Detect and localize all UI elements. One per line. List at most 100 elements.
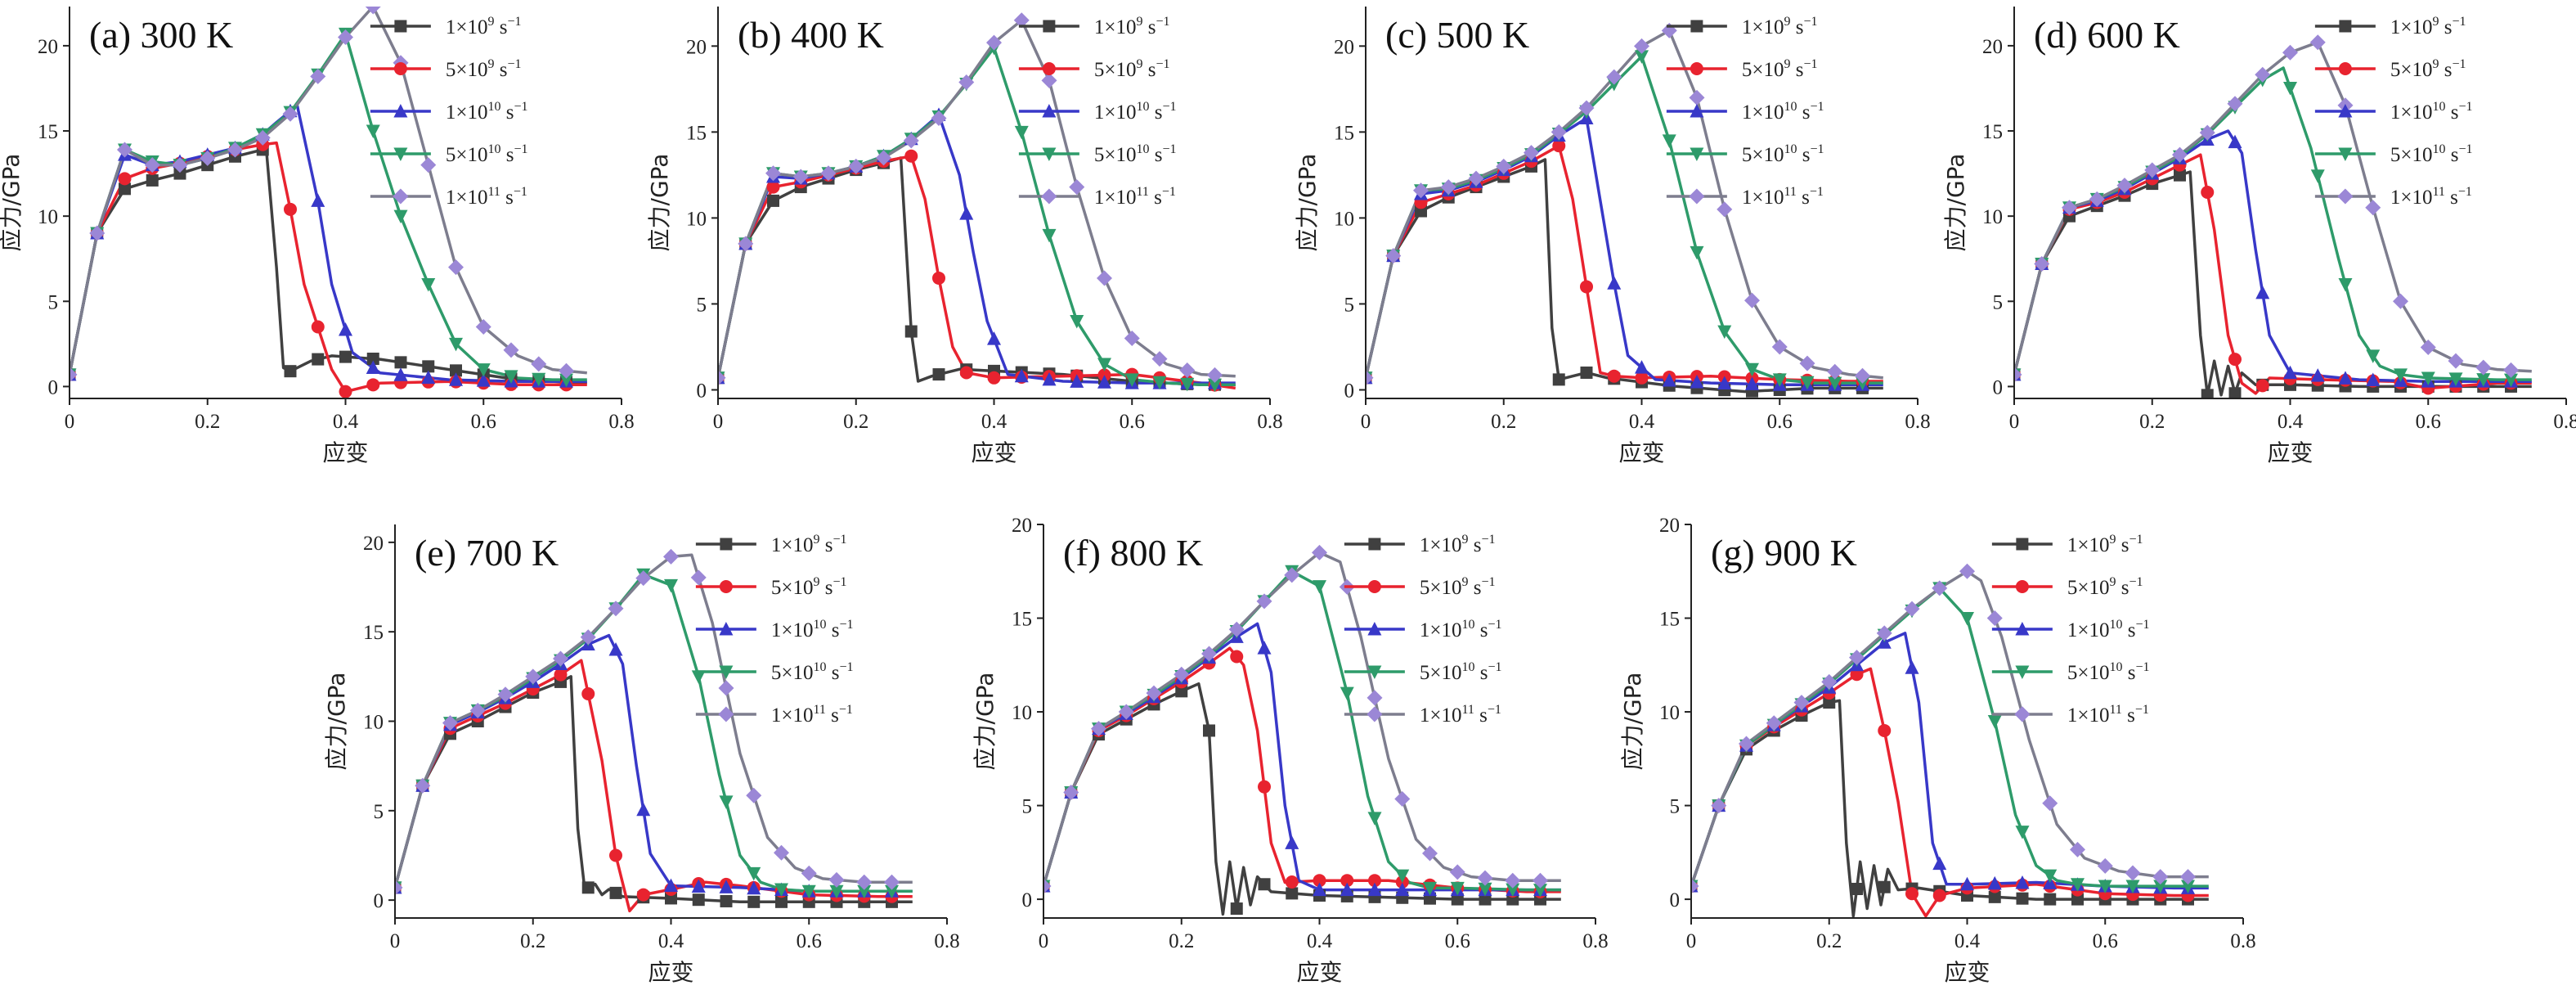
data-point — [311, 320, 325, 334]
x-axis-title: 应变 — [2267, 439, 2313, 466]
legend-label-5e9: 5×109 s−1 — [1420, 575, 1496, 599]
data-point — [2310, 169, 2325, 183]
data-point — [476, 373, 491, 387]
data-point — [1118, 704, 1134, 720]
data-point — [1477, 870, 1493, 886]
y-tick-label: 0 — [1670, 889, 1681, 911]
data-point — [581, 686, 595, 700]
data-point — [2255, 285, 2270, 299]
x-tick-label: 0.6 — [2416, 411, 2441, 433]
data-point — [339, 350, 352, 363]
data-point — [497, 686, 514, 703]
y-tick-label: 15 — [1334, 122, 1354, 144]
data-point — [1451, 893, 1464, 906]
legend-label-1e9: 1×109 s−1 — [2390, 15, 2466, 38]
data-point — [828, 871, 845, 888]
legend-label-1e11: 1×1011 s−1 — [771, 703, 853, 727]
data-point — [2089, 191, 2105, 207]
data-point — [172, 157, 188, 173]
x-tick-label: 0.4 — [981, 411, 1008, 433]
legend-marker-circle — [2015, 580, 2029, 593]
data-point — [282, 106, 298, 122]
plot-area — [395, 548, 913, 913]
legend-marker-diamond — [2337, 188, 2354, 205]
legend-marker-square — [720, 538, 733, 551]
data-point — [504, 370, 518, 384]
data-point — [792, 169, 809, 185]
data-point — [857, 884, 872, 899]
y-axis-title: 应力/GPa — [972, 673, 999, 771]
y-axis-title: 应力/GPa — [323, 673, 350, 771]
legend-label-5e10: 5×1010 s−1 — [1420, 660, 1502, 684]
data-point — [1855, 367, 1870, 384]
data-point — [2255, 379, 2269, 393]
y-tick-label: 0 — [697, 380, 707, 402]
chart-panel: 0 0.2 0.4 0.6 0.8 0 5 10 15 20 应变 应力/GPa (e) 700 K 1×… — [323, 524, 960, 986]
x-tick-label: 0.8 — [1257, 411, 1282, 433]
legend-marker-triangle — [393, 104, 408, 118]
data-point — [2152, 869, 2169, 885]
x-tick-label: 0 — [65, 411, 75, 433]
data-point — [1986, 610, 2003, 627]
data-point — [311, 193, 325, 207]
data-point — [1932, 856, 1947, 871]
x-tick-label: 0.6 — [797, 930, 822, 952]
plot-area — [1043, 544, 1561, 916]
data-point — [442, 715, 458, 731]
data-point — [690, 569, 707, 586]
series-line-1e10 — [2014, 129, 2532, 383]
data-point — [119, 182, 131, 196]
legend-marker-circle — [393, 62, 407, 75]
y-tick-label: 10 — [363, 712, 384, 734]
data-point — [2366, 372, 2381, 387]
data-point — [1179, 362, 1196, 379]
x-tick-label: 0.6 — [2093, 930, 2118, 952]
y-axis-title: 应力/GPa — [1619, 673, 1646, 771]
data-point — [1367, 882, 1382, 897]
legend-marker-square — [1368, 538, 1381, 551]
legend-label-1e10: 1×1010 s−1 — [1742, 100, 1824, 124]
data-point — [1014, 368, 1029, 383]
data-point — [1013, 12, 1030, 29]
data-point — [2015, 875, 2030, 889]
data-point — [775, 895, 788, 908]
data-point — [531, 356, 547, 372]
data-point — [1257, 641, 1272, 655]
data-point — [393, 367, 408, 381]
data-point — [1849, 650, 1865, 666]
data-point — [1097, 358, 1111, 371]
y-tick-label: 0 — [1993, 376, 2004, 398]
data-point — [635, 570, 652, 587]
legend-label-1e11: 1×1011 s−1 — [1094, 185, 1176, 209]
legend-label-5e10: 5×1010 s−1 — [446, 142, 528, 166]
data-point — [987, 331, 1001, 345]
data-point — [2227, 96, 2243, 112]
data-point — [1552, 373, 1565, 386]
y-tick-label: 0 — [48, 376, 59, 398]
data-point — [2174, 169, 2186, 182]
data-point — [1739, 736, 1754, 752]
data-point — [719, 795, 734, 809]
legend-marker-circle — [1690, 62, 1703, 75]
data-point — [1124, 330, 1140, 346]
data-point — [1799, 355, 1815, 371]
y-tick-label: 0 — [1344, 380, 1355, 402]
panel-title: (e) 700 K — [415, 532, 559, 574]
data-point — [421, 370, 436, 385]
x-tick-label: 0.8 — [2230, 930, 2255, 952]
data-point — [395, 880, 403, 896]
plot-area — [70, 7, 587, 398]
x-tick-label: 0 — [1686, 930, 1697, 952]
data-point — [449, 372, 463, 386]
data-point — [931, 110, 947, 127]
y-tick-label: 20 — [38, 36, 58, 58]
plot-area — [2014, 34, 2532, 398]
series-markers-1e11 — [70, 7, 574, 383]
data-point — [339, 385, 352, 398]
data-point — [2310, 368, 2325, 382]
chart-panel: 0 0.2 0.4 0.6 0.8 0 5 10 15 20 应变 应力/GPa (f) 800 K 1×… — [972, 515, 1609, 986]
data-point — [2448, 372, 2463, 386]
data-point — [1423, 881, 1437, 896]
legend-marker-square — [1043, 20, 1056, 33]
data-point — [2181, 880, 2195, 894]
